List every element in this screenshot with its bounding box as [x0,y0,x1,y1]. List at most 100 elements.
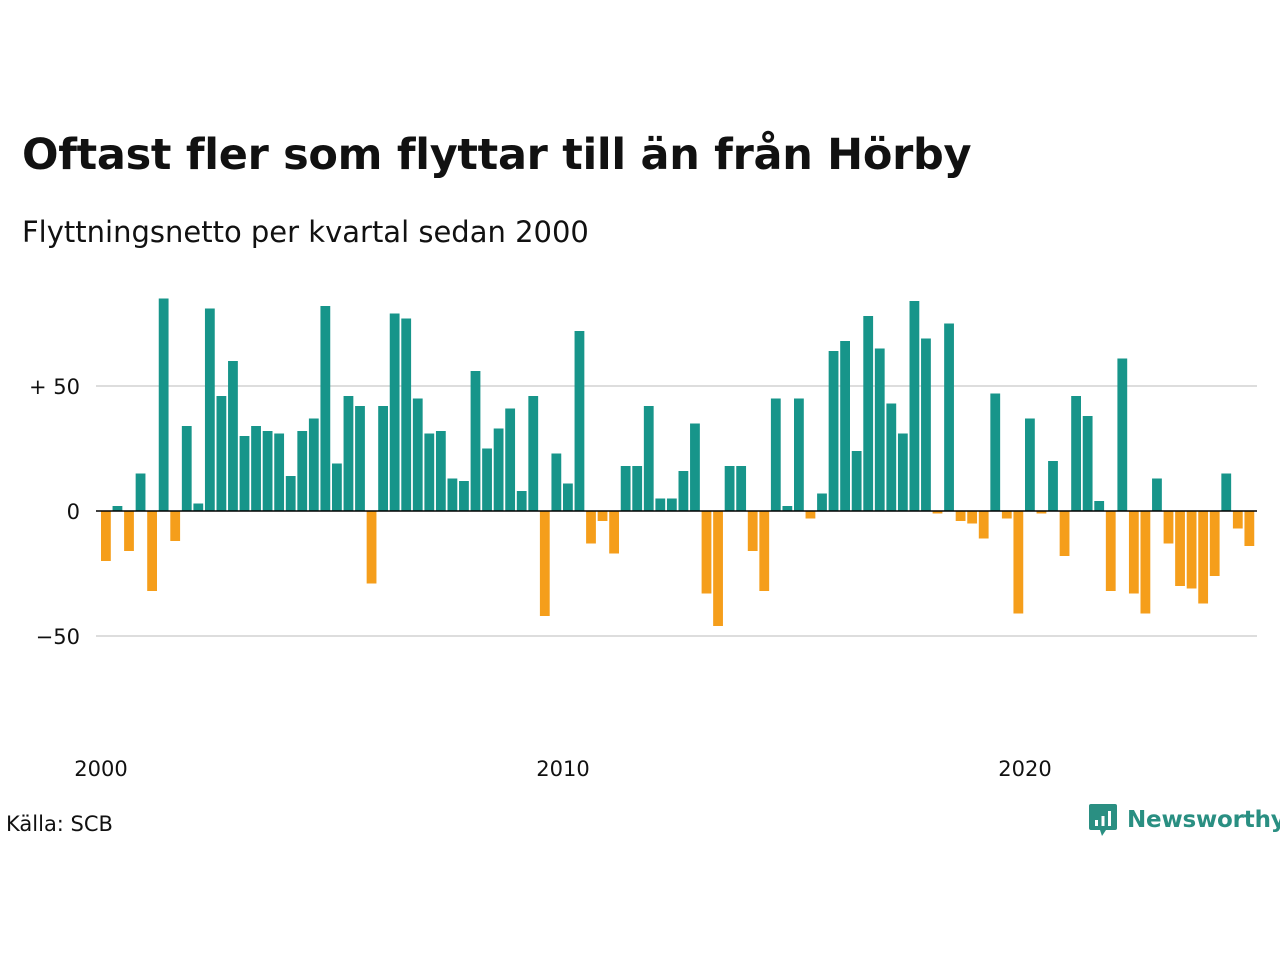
bar [366,511,377,584]
x-tick-label: 2010 [536,757,589,781]
logo-text: Newsworthy [1127,807,1280,833]
bar [239,436,250,511]
bar [586,511,596,544]
y-tick-label: −50 [36,625,80,649]
bar [828,351,839,511]
x-tick-label: 2020 [998,757,1051,781]
bar [320,306,331,511]
grid-lines [96,385,1257,637]
bar [817,493,827,511]
bar [112,506,123,511]
bar [1244,511,1255,546]
bar [1013,511,1024,614]
bar [539,511,550,616]
bar [1025,418,1035,511]
bar [759,511,770,591]
bar [747,511,758,551]
bar [1128,511,1139,594]
bar [1163,511,1174,544]
y-tick-label: 0 [67,500,80,524]
bar [355,406,365,511]
chart-title: Oftast fler som flyttar till än från Hör… [22,130,972,180]
bar [193,503,204,511]
bars [101,298,1255,626]
bar [332,463,342,511]
bar [551,453,562,511]
source-note: Källa: SCB [6,812,113,836]
bar [990,393,1001,511]
bar [505,408,516,511]
bar [135,473,146,511]
bar [597,511,608,521]
bar [1175,511,1185,586]
bar [1198,511,1209,604]
bar [435,431,446,511]
bar [216,396,227,511]
bar [724,466,735,511]
bar [886,403,897,511]
bar [620,466,631,511]
bar [482,448,492,511]
bar [794,398,804,511]
chart-subtitle: Flyttningsnetto per kvartal sedan 2000 [22,215,589,249]
bar [1001,511,1012,519]
bar [1186,511,1197,589]
bar [262,431,273,511]
bar [978,511,989,539]
bar [736,466,747,511]
bar [666,498,677,511]
bar [701,511,712,594]
bar [782,506,793,511]
bar [921,338,931,511]
bar [770,398,781,511]
bar [251,426,261,511]
bar [147,511,157,591]
bar [1140,511,1151,614]
bar [1209,511,1220,576]
bar [412,398,423,511]
bar [1232,511,1243,529]
bar [516,491,527,511]
bar [447,478,458,511]
bar [1082,416,1093,511]
bar [158,298,169,511]
bar [932,511,943,514]
bar [632,466,643,511]
newsworthy-logo-icon [1089,804,1117,836]
bar [563,483,573,511]
bar [493,428,504,511]
bar [401,318,412,511]
bar [101,511,111,561]
bar [1071,396,1081,511]
bar [228,361,238,511]
bar [1117,358,1128,511]
bar [470,371,481,511]
bar [678,471,689,511]
bar [574,331,585,511]
bar [897,433,908,511]
bar [944,323,954,511]
bar [609,511,619,554]
axes: + 50 0 −50 2000 2010 2020 [29,375,1257,781]
bar [955,511,966,521]
bar [378,406,388,511]
bar [840,341,850,511]
bar [1094,501,1105,511]
bar [967,511,978,524]
bar [1221,473,1232,511]
bar [308,418,319,511]
bar [459,481,469,511]
bar [1059,511,1070,556]
bar [285,476,296,511]
bar [297,431,308,511]
bar [343,396,354,511]
bar [713,511,723,626]
bar [909,301,920,511]
newsworthy-logo[interactable]: Newsworthy [1088,803,1280,837]
y-tick-label: + 50 [29,375,80,399]
bar [1105,511,1116,591]
bar [274,433,285,511]
bar [1152,478,1162,511]
bar [204,308,215,511]
bar [690,423,700,511]
